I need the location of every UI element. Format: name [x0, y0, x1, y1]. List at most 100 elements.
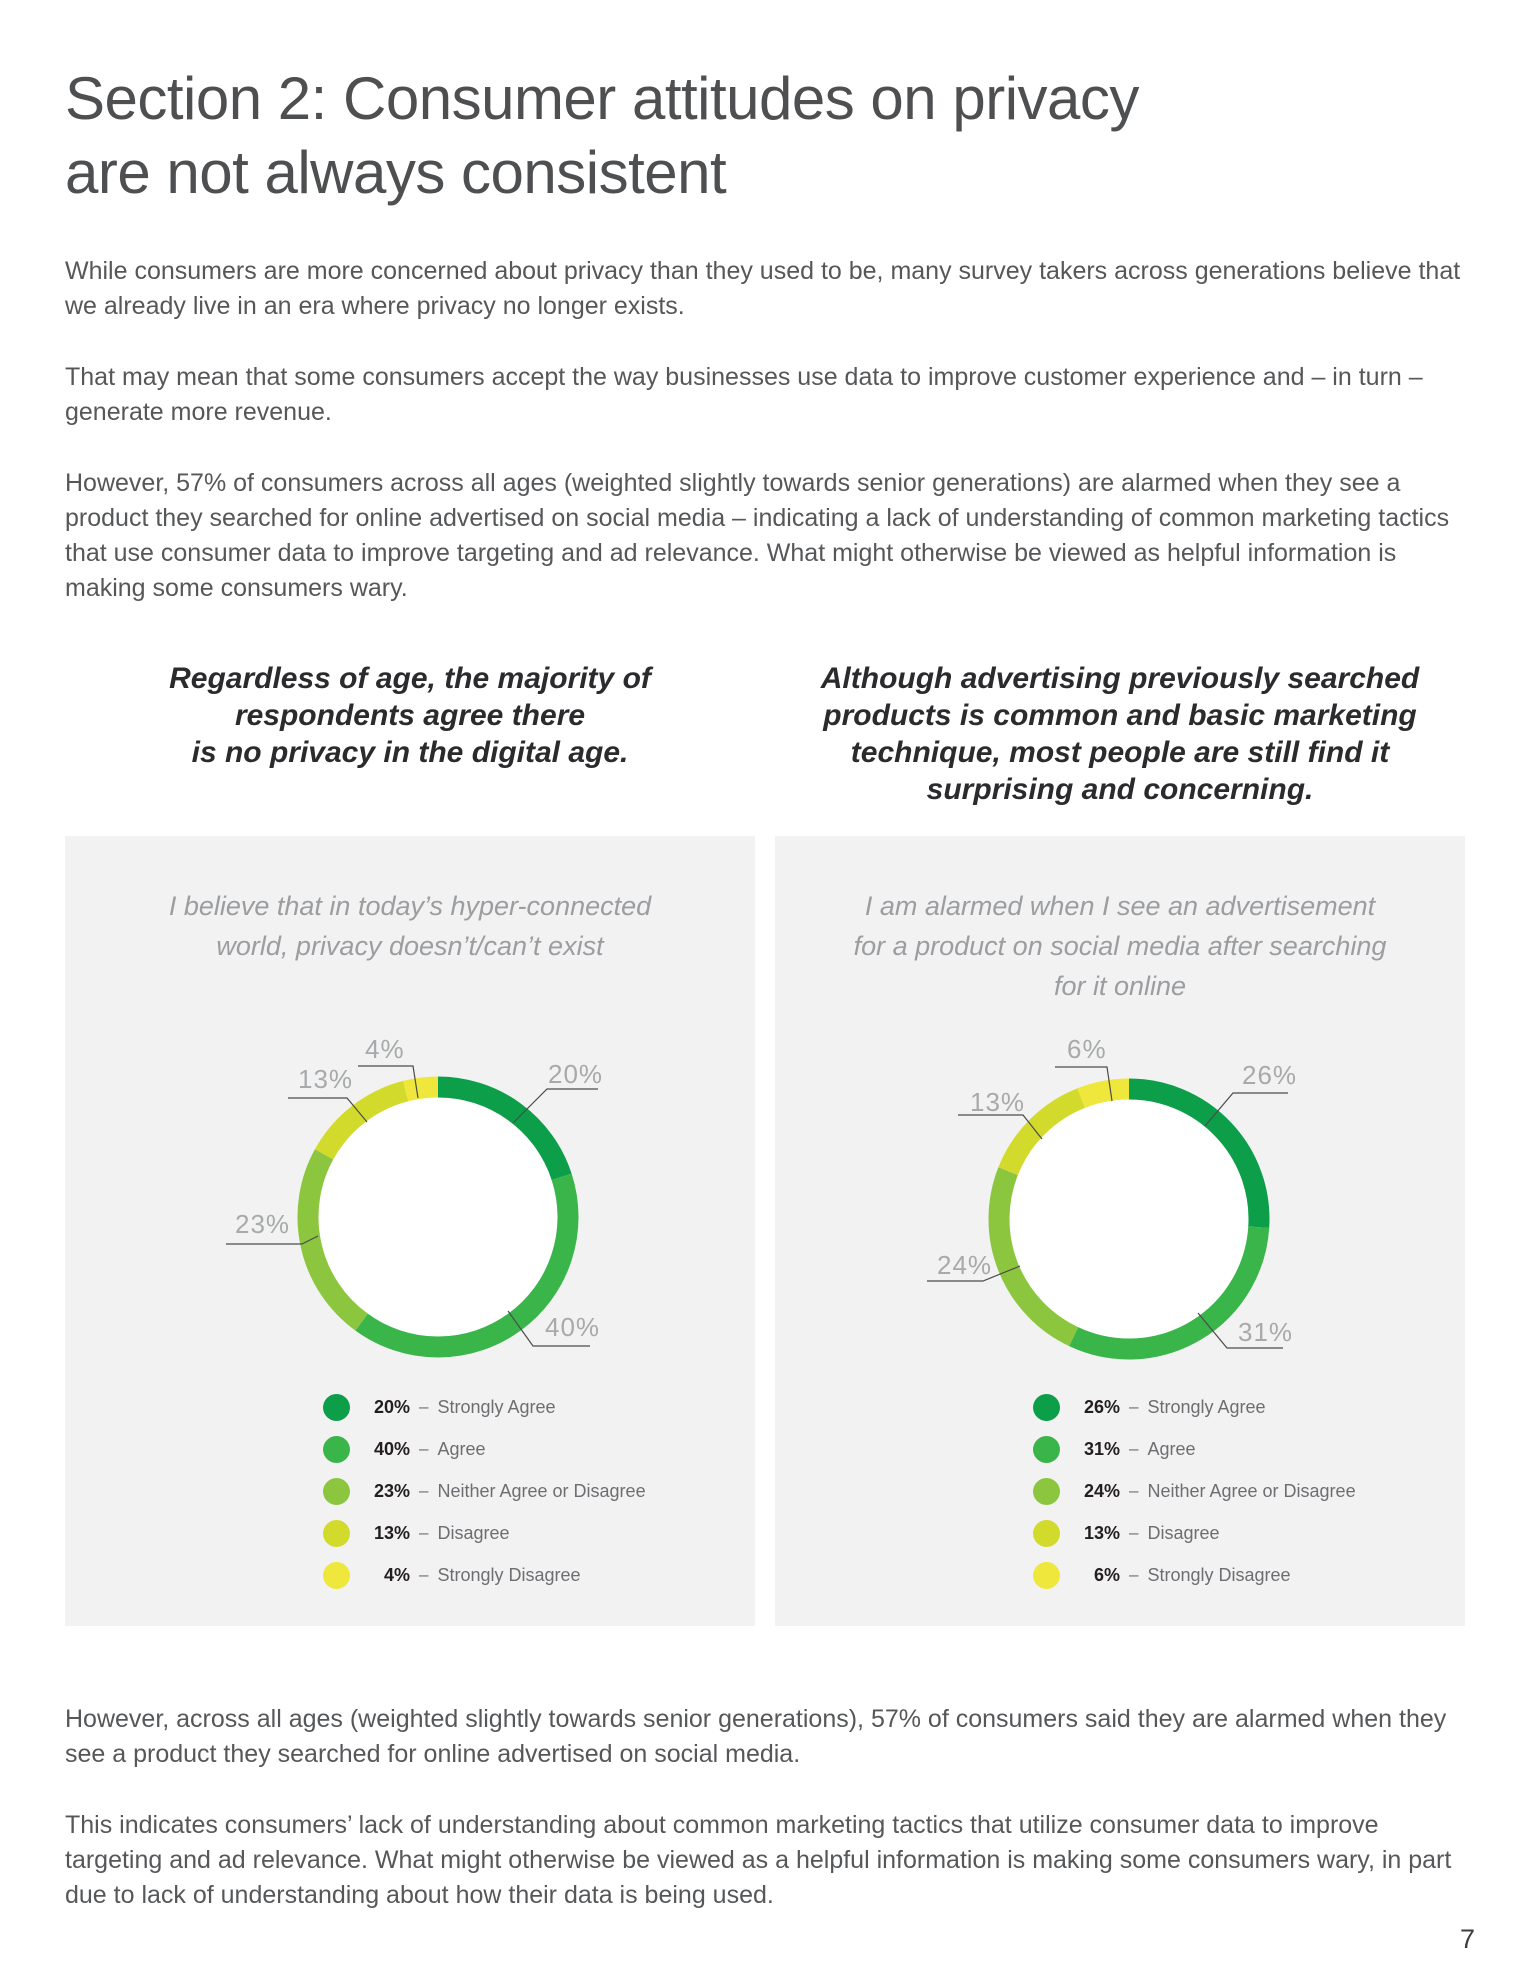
donut-hole: [308, 1087, 568, 1347]
closing-paragraphs: However, across all ages (weighted sligh…: [65, 1702, 1465, 1913]
callout-line: [226, 1235, 319, 1245]
legend-separator: –: [419, 1523, 429, 1542]
legend-label: Neither Agree or Disagree: [1147, 1480, 1356, 1501]
callout-line: [1197, 1312, 1283, 1349]
legend-separator: –: [1129, 1397, 1139, 1416]
donut-chart: 20% 40% 23% 13% 4%: [65, 1006, 755, 1376]
callout-line: [507, 1310, 590, 1347]
callout-line: [1204, 1092, 1288, 1127]
donut-segment: [998, 1088, 1086, 1176]
chart-question-heading-right: Although advertising previously searched…: [775, 660, 1465, 808]
page-title: Section 2: Consumer attitudes on privacy…: [65, 62, 1465, 210]
legend-color-dot: [323, 1435, 350, 1463]
donut-segment: [355, 1173, 579, 1358]
legend-percent: 24%: [1083, 1480, 1120, 1501]
legend-separator: –: [1129, 1523, 1139, 1542]
donut-segment: [437, 1076, 572, 1181]
legend-item: 13% – Disagree: [323, 1512, 755, 1554]
callout-percent-label: 24%: [937, 1250, 992, 1280]
chart-panel-left: I believe that in today’s hyper-connecte…: [65, 836, 755, 1626]
callout-line: [927, 1265, 1021, 1282]
donut-segment: [988, 1167, 1079, 1347]
survey-statement: I am alarmed when I see an advertisement…: [775, 886, 1465, 1006]
heading-line: technique, most people are still find it: [850, 736, 1390, 769]
callout-percent-label: 13%: [298, 1064, 353, 1094]
donut-segment: [297, 1149, 368, 1331]
page-title-line: are not always consistent: [65, 139, 727, 206]
survey-statement: I believe that in today’s hyper-connecte…: [65, 886, 755, 1006]
legend-separator: –: [1129, 1439, 1139, 1458]
legend-color-dot: [323, 1519, 350, 1547]
legend-label: Strongly Disagree: [1147, 1564, 1291, 1585]
callout-percent-label: 4%: [365, 1034, 405, 1064]
legend-percent: 13%: [373, 1522, 410, 1543]
callout-percent-label: 23%: [235, 1209, 290, 1239]
heading-line: is no privacy in the digital age.: [191, 736, 629, 769]
donut-segment: [1128, 1078, 1270, 1228]
donut-segment: [314, 1080, 409, 1160]
legend-percent: 20%: [373, 1396, 410, 1417]
chart-question-heading-left: Regardless of age, the majority of respo…: [65, 660, 755, 808]
donut-segment: [1069, 1226, 1270, 1360]
heading-line: respondents agree there: [234, 699, 586, 732]
legend-item: 6% – Strongly Disagree: [1033, 1554, 1465, 1596]
callout-line: [1055, 1066, 1113, 1102]
statement-line: for a product on social media after sear…: [853, 931, 1387, 961]
legend-separator: –: [1129, 1565, 1139, 1584]
legend-color-dot: [1033, 1561, 1060, 1589]
legend-percent: 23%: [373, 1480, 410, 1501]
legend-color-dot: [323, 1477, 350, 1505]
statement-line: for it online: [1053, 971, 1187, 1001]
donut-chart-svg: 20% 40% 23% 13% 4%: [226, 1034, 603, 1358]
page-number: 7: [1459, 1924, 1475, 1954]
legend-label: Disagree: [437, 1522, 510, 1543]
heading-line: Although advertising previously searched: [820, 662, 1420, 695]
legend-color-dot: [1033, 1519, 1060, 1547]
legend-color-dot: [1033, 1477, 1060, 1505]
legend-item: 20% – Strongly Agree: [323, 1386, 755, 1428]
legend-color-dot: [323, 1393, 350, 1421]
legend-percent: 4%: [383, 1564, 410, 1585]
legend-item: 40% – Agree: [323, 1428, 755, 1470]
callout-percent-label: 31%: [1238, 1317, 1293, 1347]
donut-chart: 26% 31% 24% 13% 6%: [775, 1006, 1465, 1376]
callout-percent-label: 20%: [548, 1059, 603, 1089]
statement-line: world, privacy doesn’t/can’t exist: [216, 931, 604, 961]
chart-legend: 26% – Strongly Agree 31% – Agree 24% – N…: [1033, 1386, 1465, 1596]
legend-separator: –: [419, 1439, 429, 1458]
chart-panels-row: I believe that in today’s hyper-connecte…: [65, 836, 1465, 1626]
legend-item: 26% – Strongly Agree: [1033, 1386, 1465, 1428]
legend-item: 23% – Neither Agree or Disagree: [323, 1470, 755, 1512]
callout-percent-label: 26%: [1242, 1060, 1297, 1090]
legend-item: 31% – Agree: [1033, 1428, 1465, 1470]
legend-color-dot: [1033, 1435, 1060, 1463]
callout-percent-label: 40%: [545, 1312, 600, 1342]
legend-separator: –: [419, 1397, 429, 1416]
donut-chart-svg: 26% 31% 24% 13% 6%: [927, 1034, 1297, 1360]
callout-percent-label: 13%: [970, 1087, 1025, 1117]
donut-hole: [999, 1089, 1259, 1349]
intro-paragraph: While consumers are more concerned about…: [65, 257, 1461, 320]
chart-legend: 20% – Strongly Agree 40% – Agree 23% – N…: [323, 1386, 755, 1596]
callout-line: [358, 1065, 419, 1099]
legend-percent: 31%: [1083, 1438, 1120, 1459]
statement-line: I believe that in today’s hyper-connecte…: [168, 891, 652, 921]
legend-separator: –: [419, 1565, 429, 1584]
callout-percent-label: 6%: [1067, 1034, 1107, 1064]
intro-paragraph: That may mean that some consumers accept…: [65, 363, 1423, 426]
legend-label: Agree: [1147, 1438, 1196, 1459]
callout-line: [958, 1114, 1043, 1140]
heading-line: products is common and basic marketing: [823, 699, 1417, 732]
legend-percent: 6%: [1093, 1564, 1120, 1585]
closing-paragraph: This indicates consumers’ lack of unders…: [65, 1811, 1452, 1909]
legend-percent: 13%: [1083, 1522, 1120, 1543]
closing-paragraph: However, across all ages (weighted sligh…: [65, 1705, 1447, 1768]
legend-label: Strongly Agree: [437, 1396, 556, 1417]
legend-label: Strongly Agree: [1147, 1396, 1266, 1417]
legend-label: Strongly Disagree: [437, 1564, 581, 1585]
callout-line: [288, 1097, 368, 1123]
chart-headings-row: Regardless of age, the majority of respo…: [65, 660, 1465, 808]
statement-line: I am alarmed when I see an advertisement: [864, 891, 1376, 921]
legend-color-dot: [1033, 1393, 1060, 1421]
